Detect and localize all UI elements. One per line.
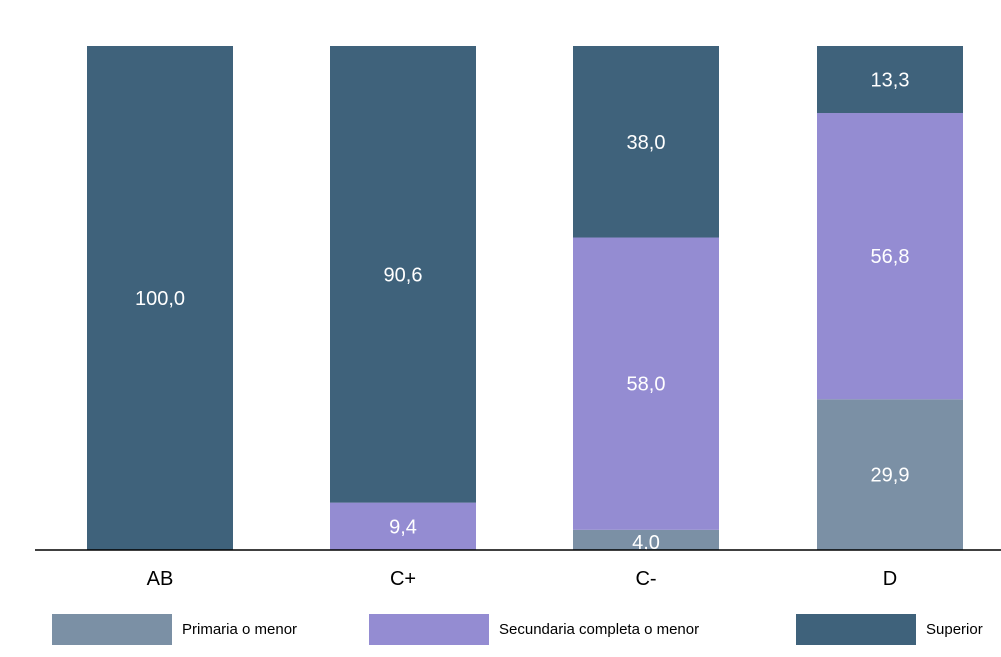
x-tick-label-c: C+	[390, 568, 416, 590]
data-label-c-primaria-o-menor: 4,0	[632, 532, 660, 554]
bar-labels-layer: 100,0 9,4 90,6 4,0 58,0 38,0 29,9 56,8 13,3	[135, 70, 910, 554]
x-tick-labels: AB C+ C- D	[147, 568, 898, 590]
bars-layer	[87, 46, 963, 550]
data-label-c-superior: 90,6	[384, 264, 423, 286]
legend: Primaria o menor Secundaria completa o m…	[0, 612, 1001, 646]
bar-segment-c-secundaria-completa-o-menor	[573, 237, 719, 530]
stacked-bar-chart: 100,0 9,4 90,6 4,0 58,0 38,0 29,9 56,8 13,3 AB C+…	[35, 46, 1001, 590]
bar-segment-c-superior	[330, 46, 476, 503]
data-label-d-secundaria-completa-o-menor: 56,8	[871, 246, 910, 268]
bar-segment-c-superior	[573, 46, 719, 238]
legend-swatch-secundaria	[369, 613, 489, 645]
legend-item-primaria: Primaria o menor	[52, 612, 297, 646]
data-label-d-primaria-o-menor: 29,9	[871, 465, 910, 487]
bar-segment-ab-superior	[87, 46, 233, 550]
data-label-ab-superior: 100,0	[135, 288, 185, 310]
x-tick-label-ab: AB	[147, 568, 174, 590]
legend-label-primaria: Primaria o menor	[182, 620, 298, 638]
x-tick-label-d: D	[883, 568, 897, 590]
bar-segment-c-primaria-o-menor	[573, 529, 719, 550]
bar-segment-d-superior	[817, 46, 963, 114]
data-label-d-superior: 13,3	[871, 70, 910, 92]
data-label-c-secundaria-completa-o-menor: 58,0	[627, 374, 666, 396]
bar-segment-d-primaria-o-menor	[817, 399, 963, 550]
legend-swatch-superior	[796, 613, 916, 645]
legend-label-superior: Superior	[926, 620, 983, 638]
x-tick-label-c: C-	[635, 568, 656, 590]
legend-swatch-primaria	[52, 613, 172, 645]
legend-label-secundaria: Secundaria completa o menor	[499, 620, 700, 638]
legend-item-superior: Superior	[796, 612, 983, 646]
bar-segment-d-secundaria-completa-o-menor	[817, 113, 963, 400]
data-label-c-superior: 38,0	[627, 132, 666, 154]
data-label-c-secundaria-completa-o-menor: 9,4	[389, 516, 417, 538]
legend-item-secundaria: Secundaria completa o menor	[369, 612, 699, 646]
bar-segment-c-secundaria-completa-o-menor	[330, 502, 476, 550]
